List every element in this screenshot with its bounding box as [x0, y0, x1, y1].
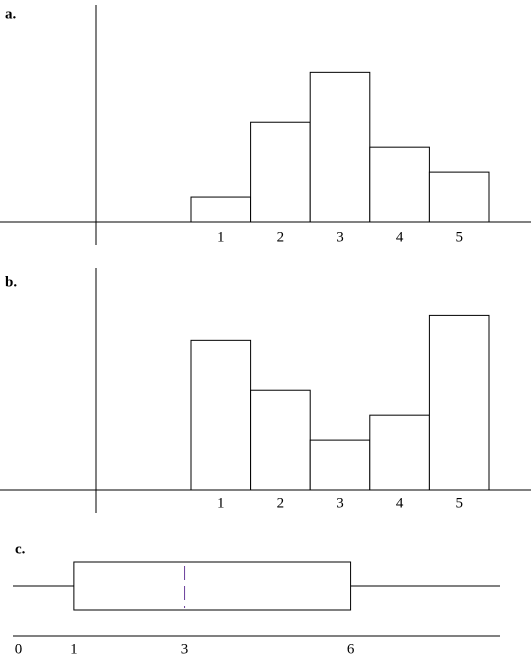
box: [73, 561, 352, 611]
panel-title: c.: [15, 541, 26, 557]
panel-title: b.: [5, 274, 17, 290]
bar: [369, 146, 430, 223]
x-tick-label: 1: [217, 229, 225, 245]
x-tick-label: 0: [15, 641, 23, 657]
bar: [428, 314, 490, 491]
x-tick-label: 6: [347, 641, 355, 657]
bar: [309, 439, 371, 491]
x-tick-label: 3: [336, 229, 344, 245]
x-tick-label: 2: [277, 495, 285, 511]
bar: [250, 121, 311, 223]
bar: [190, 339, 252, 491]
x-tick-label: 1: [217, 495, 225, 511]
x-tick-label: 5: [455, 229, 463, 245]
x-tick-label: 3: [336, 495, 344, 511]
bar: [369, 414, 430, 491]
x-tick-label: 5: [455, 495, 463, 511]
panel-title: a.: [5, 6, 17, 22]
bar: [250, 389, 311, 491]
x-tick-label: 4: [396, 229, 404, 245]
bar: [309, 71, 371, 223]
x-tick-label: 3: [181, 641, 189, 657]
x-tick-label: 2: [277, 229, 285, 245]
bar: [190, 196, 252, 223]
bar: [428, 171, 490, 223]
x-tick-label: 1: [70, 641, 78, 657]
x-tick-label: 4: [396, 495, 404, 511]
